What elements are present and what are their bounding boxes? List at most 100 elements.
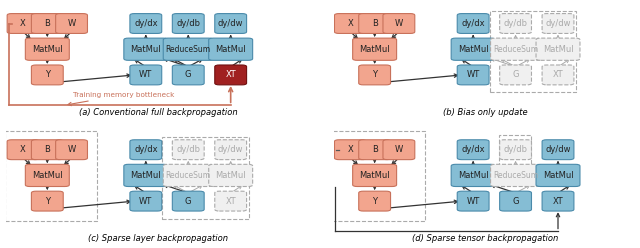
- FancyBboxPatch shape: [451, 38, 495, 60]
- Text: W: W: [67, 145, 76, 154]
- Text: MatMul: MatMul: [359, 45, 390, 54]
- Text: WT: WT: [139, 197, 152, 206]
- Text: Y: Y: [45, 197, 50, 206]
- FancyBboxPatch shape: [215, 14, 246, 33]
- FancyBboxPatch shape: [542, 65, 574, 85]
- Text: dy/db: dy/db: [176, 19, 200, 28]
- Text: ReduceSum: ReduceSum: [166, 171, 211, 180]
- Text: ReduceSum: ReduceSum: [493, 171, 538, 180]
- FancyBboxPatch shape: [172, 14, 204, 33]
- FancyBboxPatch shape: [215, 140, 246, 160]
- Text: (d) Sparse tensor backpropagation: (d) Sparse tensor backpropagation: [412, 234, 558, 243]
- Text: XT: XT: [553, 197, 563, 206]
- FancyBboxPatch shape: [124, 38, 168, 60]
- Text: XT: XT: [225, 197, 236, 206]
- FancyBboxPatch shape: [359, 191, 390, 211]
- Text: G: G: [185, 197, 191, 206]
- Text: dy/dx: dy/dx: [461, 145, 485, 154]
- Text: Training memory bottleneck: Training memory bottleneck: [68, 92, 175, 106]
- Text: dy/dx: dy/dx: [134, 145, 157, 154]
- FancyBboxPatch shape: [215, 191, 246, 211]
- FancyBboxPatch shape: [353, 164, 397, 186]
- Text: dy/dx: dy/dx: [461, 19, 485, 28]
- Text: B: B: [44, 19, 51, 28]
- FancyBboxPatch shape: [353, 38, 397, 60]
- FancyBboxPatch shape: [542, 14, 574, 33]
- FancyBboxPatch shape: [56, 140, 88, 160]
- FancyBboxPatch shape: [7, 14, 39, 33]
- FancyBboxPatch shape: [383, 14, 415, 33]
- Text: W: W: [395, 19, 403, 28]
- Text: MatMul: MatMul: [458, 171, 488, 180]
- Text: MatMul: MatMul: [543, 45, 573, 54]
- FancyBboxPatch shape: [536, 164, 580, 186]
- FancyBboxPatch shape: [124, 164, 168, 186]
- FancyBboxPatch shape: [457, 140, 489, 160]
- FancyBboxPatch shape: [359, 140, 390, 160]
- FancyBboxPatch shape: [215, 65, 246, 85]
- FancyBboxPatch shape: [491, 164, 541, 186]
- FancyBboxPatch shape: [542, 191, 574, 211]
- FancyBboxPatch shape: [209, 164, 253, 186]
- FancyBboxPatch shape: [500, 65, 531, 85]
- Text: MatMul: MatMul: [458, 45, 488, 54]
- Text: MatMul: MatMul: [131, 171, 161, 180]
- Text: X: X: [20, 19, 26, 28]
- Text: dy/dw: dy/dw: [218, 145, 243, 154]
- FancyBboxPatch shape: [500, 140, 531, 160]
- Text: (a) Conventional full backpropagation: (a) Conventional full backpropagation: [79, 108, 237, 117]
- Text: MatMul: MatMul: [359, 171, 390, 180]
- FancyBboxPatch shape: [457, 191, 489, 211]
- Text: ReduceSum: ReduceSum: [493, 45, 538, 54]
- Text: Y: Y: [45, 70, 50, 79]
- FancyBboxPatch shape: [172, 140, 204, 160]
- FancyBboxPatch shape: [335, 14, 366, 33]
- Text: X: X: [348, 145, 353, 154]
- FancyBboxPatch shape: [26, 38, 69, 60]
- FancyBboxPatch shape: [163, 38, 213, 60]
- Text: W: W: [67, 19, 76, 28]
- Text: dy/dw: dy/dw: [545, 145, 571, 154]
- Text: XT: XT: [553, 70, 563, 79]
- Text: WT: WT: [467, 70, 480, 79]
- Text: W: W: [395, 145, 403, 154]
- FancyBboxPatch shape: [335, 140, 366, 160]
- Text: X: X: [20, 145, 26, 154]
- FancyBboxPatch shape: [130, 65, 162, 85]
- Text: B: B: [372, 19, 378, 28]
- FancyBboxPatch shape: [542, 140, 574, 160]
- Text: (c) Sparse layer backpropagation: (c) Sparse layer backpropagation: [88, 234, 228, 243]
- Text: X: X: [348, 19, 353, 28]
- FancyBboxPatch shape: [31, 14, 63, 33]
- FancyBboxPatch shape: [31, 191, 63, 211]
- FancyBboxPatch shape: [536, 38, 580, 60]
- Text: dy/dw: dy/dw: [545, 19, 571, 28]
- Text: MatMul: MatMul: [216, 171, 246, 180]
- Text: MatMul: MatMul: [131, 45, 161, 54]
- Text: dy/dw: dy/dw: [218, 19, 243, 28]
- FancyBboxPatch shape: [457, 14, 489, 33]
- FancyBboxPatch shape: [56, 14, 88, 33]
- FancyBboxPatch shape: [500, 191, 531, 211]
- FancyBboxPatch shape: [209, 38, 253, 60]
- FancyBboxPatch shape: [359, 14, 390, 33]
- Text: Y: Y: [372, 197, 377, 206]
- Text: MatMul: MatMul: [216, 45, 246, 54]
- Text: dy/dx: dy/dx: [134, 19, 157, 28]
- FancyBboxPatch shape: [31, 140, 63, 160]
- FancyBboxPatch shape: [7, 140, 39, 160]
- Text: WT: WT: [467, 197, 480, 206]
- Text: WT: WT: [139, 70, 152, 79]
- FancyBboxPatch shape: [31, 65, 63, 85]
- FancyBboxPatch shape: [383, 140, 415, 160]
- FancyBboxPatch shape: [172, 65, 204, 85]
- FancyBboxPatch shape: [451, 164, 495, 186]
- Text: MatMul: MatMul: [32, 45, 63, 54]
- Text: (b) Bias only update: (b) Bias only update: [443, 108, 527, 117]
- FancyBboxPatch shape: [163, 164, 213, 186]
- Text: dy/db: dy/db: [504, 19, 527, 28]
- FancyBboxPatch shape: [359, 65, 390, 85]
- FancyBboxPatch shape: [457, 65, 489, 85]
- FancyBboxPatch shape: [26, 164, 69, 186]
- FancyBboxPatch shape: [130, 140, 162, 160]
